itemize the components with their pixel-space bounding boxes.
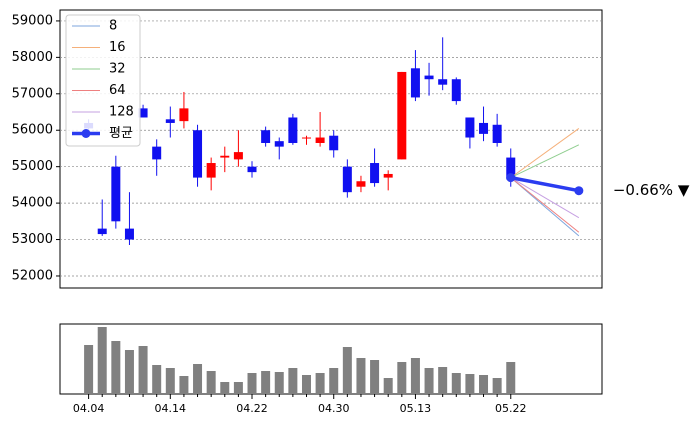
volume-bar (424, 368, 434, 394)
volume-bar (356, 358, 366, 394)
volume-bar (274, 372, 284, 394)
legend-label: 64 (109, 83, 126, 98)
price-frame (59, 9, 603, 289)
forecast-line (510, 175, 580, 193)
x-tick-label: 05.13 (400, 402, 432, 415)
volume-bar (84, 345, 94, 394)
candle-body (97, 228, 107, 235)
candle-body (465, 117, 475, 138)
volume-bar (288, 368, 298, 394)
volume-bar (111, 341, 121, 394)
forecast-line (510, 177, 580, 233)
x-tick-label: 04.14 (155, 402, 187, 415)
volume-bar (383, 378, 393, 394)
volume-bar (301, 375, 311, 394)
candle-body (506, 157, 516, 180)
volume-bar (179, 376, 189, 394)
legend-label: 8 (109, 19, 117, 34)
candle-body (342, 166, 352, 193)
forecast-line (510, 128, 580, 179)
volume-bar (451, 373, 461, 394)
candle-body (111, 166, 121, 222)
candle-body (451, 79, 461, 102)
volume-bar (138, 346, 148, 394)
volume-bar (370, 360, 380, 394)
volume-bar (397, 362, 407, 394)
x-tick-label: 04.04 (73, 402, 105, 415)
candle-body (247, 166, 257, 173)
legend-label: 128 (109, 105, 134, 120)
volume-bar (97, 327, 107, 394)
volume-bar (233, 382, 243, 394)
volume-bar (315, 373, 325, 394)
candle-body (193, 130, 203, 178)
volume-bar (152, 365, 162, 394)
candle-body (233, 152, 243, 160)
volume-bar (247, 373, 257, 394)
candle-body (479, 122, 489, 134)
candle-body (329, 135, 339, 151)
legend-marker (81, 129, 91, 138)
annotation: −0.66% ▼ (613, 181, 690, 199)
candle-body (165, 119, 175, 123)
volume-bar (220, 382, 230, 394)
candle-body (370, 163, 380, 184)
candle-body (152, 146, 162, 160)
legend-label: 16 (109, 40, 126, 55)
y-tick-label: 58000 (12, 50, 53, 65)
x-tick-label: 04.22 (236, 402, 268, 415)
candle-body (124, 228, 134, 240)
volume-bar (193, 364, 203, 394)
volume-bar (261, 371, 271, 394)
y-tick-label: 56000 (12, 123, 53, 138)
candle-body (383, 173, 393, 178)
volume-bar (506, 362, 516, 394)
x-tick-label: 04.30 (318, 402, 350, 415)
volume-bar (206, 371, 216, 394)
y-tick-label: 55000 (12, 159, 53, 174)
candle-body (138, 108, 148, 118)
forecast-line (510, 144, 580, 179)
volume-bar (492, 378, 502, 394)
legend-label: 32 (109, 62, 126, 77)
y-tick-label: 54000 (12, 196, 53, 211)
candle-body (261, 130, 271, 143)
volume-bar (342, 347, 352, 394)
candle-body (206, 163, 216, 178)
volume-bar (410, 358, 420, 394)
volume-bar (329, 368, 339, 394)
y-tick-label: 53000 (12, 232, 53, 247)
volume-bar (438, 367, 448, 394)
candle-body (315, 137, 325, 143)
candle-body (410, 68, 420, 98)
volume-bar (465, 374, 475, 394)
y-tick-label: 57000 (12, 86, 53, 101)
volume-bar (124, 350, 134, 394)
x-tick-label: 05.22 (495, 402, 527, 415)
candle-body (397, 71, 407, 160)
y-tick-label: 59000 (12, 13, 53, 28)
candle-body (438, 79, 448, 85)
candle-body (424, 75, 434, 80)
candle-body (179, 108, 189, 122)
legend-label: 평균 (109, 126, 133, 141)
candle-body (492, 124, 502, 143)
volume-bar (165, 368, 175, 394)
forecast-line (510, 177, 580, 219)
y-tick-label: 52000 (12, 268, 53, 283)
legend: 8 16 32 64 128 평균 (65, 14, 141, 147)
candle-body (274, 141, 284, 147)
candle-body (220, 155, 230, 158)
forecast-marker (574, 186, 584, 196)
candle-body (301, 137, 311, 139)
candle-body (288, 117, 298, 143)
candle-body (356, 181, 366, 187)
volume-bar (479, 375, 489, 394)
forecast-marker (506, 173, 516, 183)
